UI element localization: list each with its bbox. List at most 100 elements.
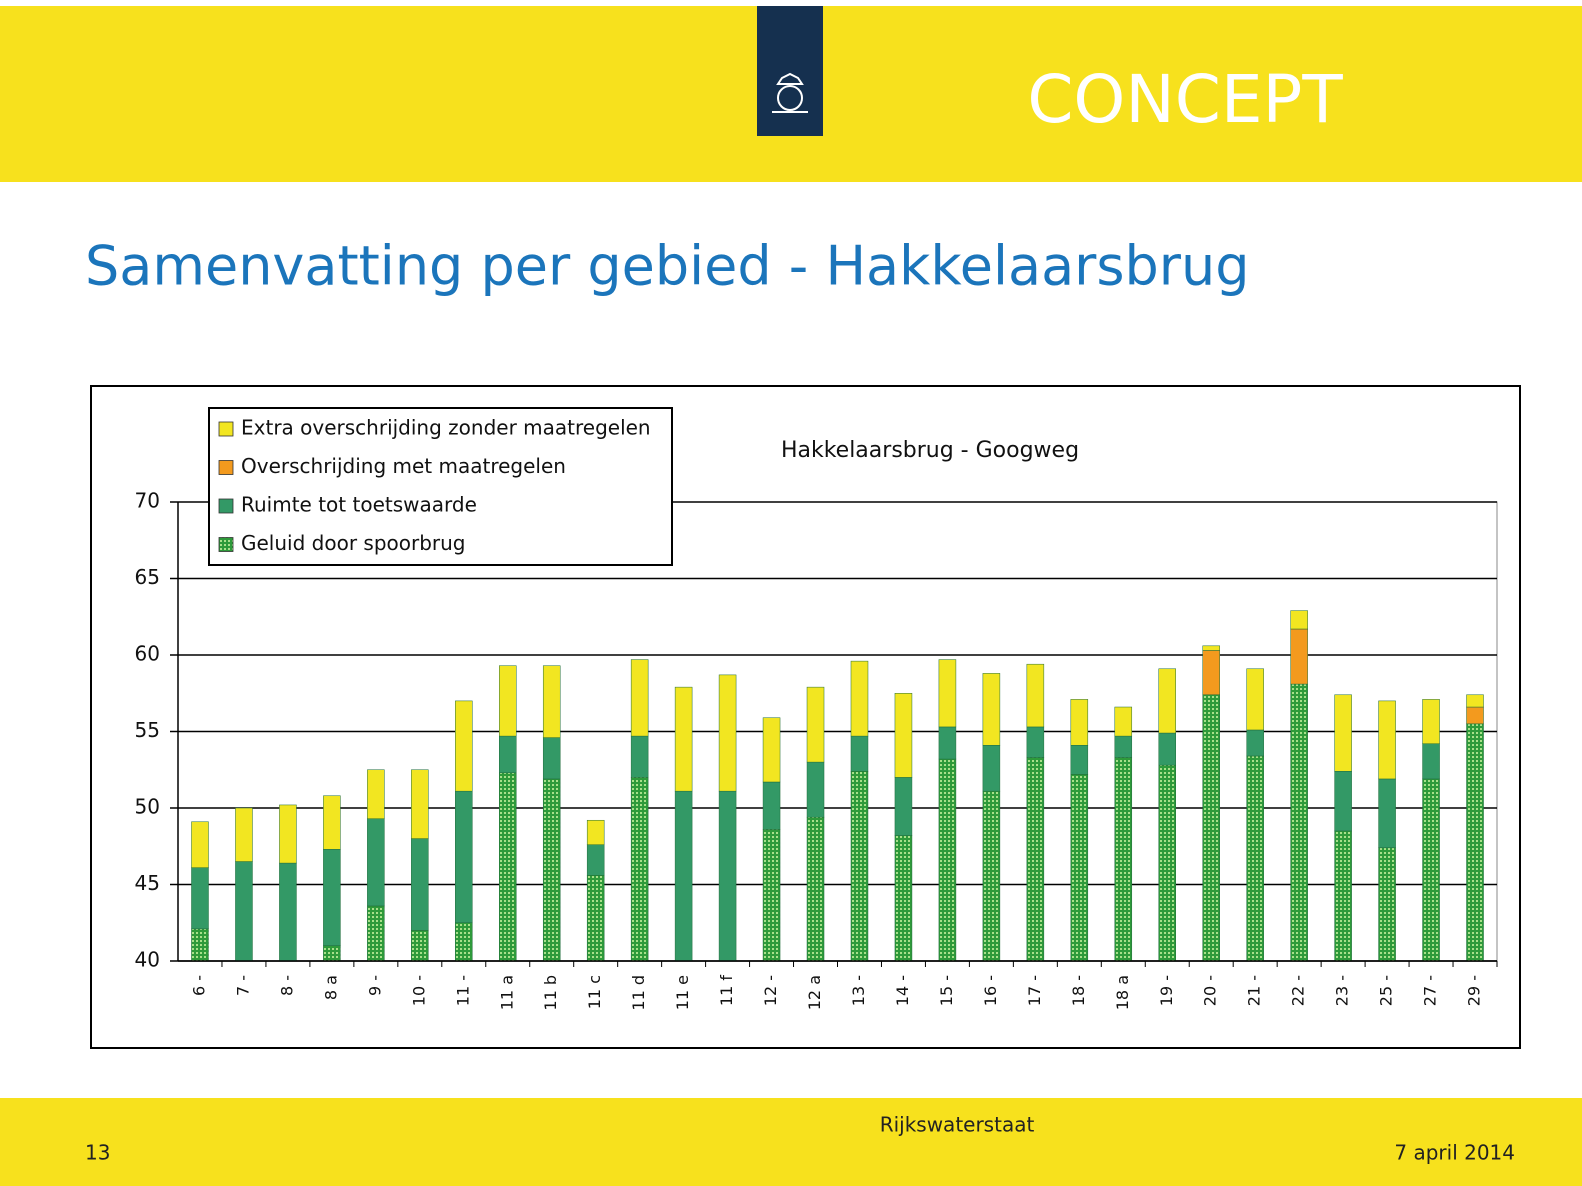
bar-segment bbox=[894, 835, 913, 962]
bar-segment bbox=[1466, 694, 1484, 708]
bar-segment bbox=[762, 781, 781, 830]
x-tick-label: 15 - bbox=[937, 975, 956, 1006]
bar-segment bbox=[850, 735, 869, 772]
bar-segment bbox=[1070, 774, 1089, 962]
bar-segment bbox=[938, 758, 957, 962]
bar-segment bbox=[630, 659, 649, 737]
x-tick-label: 8 - bbox=[277, 975, 296, 996]
bar-segment bbox=[542, 737, 561, 780]
x-tick-label: 11 a bbox=[497, 975, 516, 1010]
x-tick-label: 11 b bbox=[541, 975, 560, 1011]
legend-swatch bbox=[218, 498, 234, 514]
bar-segment bbox=[323, 849, 341, 946]
x-tick-label: 7 - bbox=[233, 975, 252, 996]
x-tick-label: 12 - bbox=[761, 975, 780, 1006]
bar-segment bbox=[674, 790, 693, 962]
x-tick-label: 11 c bbox=[585, 975, 604, 1009]
bar-segment bbox=[1202, 645, 1220, 651]
bar-segment bbox=[674, 686, 693, 792]
bar-segment bbox=[1466, 723, 1484, 962]
x-tick-label: 13 - bbox=[849, 975, 868, 1006]
x-tick-label: 18 a bbox=[1113, 975, 1132, 1010]
bar-segment bbox=[542, 665, 561, 738]
x-tick-label: 23 - bbox=[1333, 975, 1352, 1006]
bar-segment bbox=[1246, 668, 1264, 731]
legend-label: Overschrijding met maatregelen bbox=[241, 454, 566, 478]
x-tick-label: 11 f bbox=[717, 975, 736, 1006]
x-tick-label: 12 a bbox=[805, 975, 824, 1010]
legend-label: Ruimte tot toetswaarde bbox=[241, 493, 477, 517]
bar-segment bbox=[630, 777, 649, 962]
bar-segment bbox=[191, 928, 209, 962]
legend-label: Geluid door spoorbrug bbox=[241, 531, 466, 555]
bar-segment bbox=[586, 844, 605, 876]
y-tick-label: 55 bbox=[135, 718, 160, 742]
bar-segment bbox=[1246, 729, 1264, 757]
logo-block bbox=[757, 6, 823, 136]
bar-segment bbox=[850, 660, 869, 737]
bar-segment bbox=[1422, 743, 1440, 780]
x-tick-label: 10 - bbox=[409, 975, 428, 1006]
bar-segment bbox=[191, 821, 209, 868]
bar-segment bbox=[806, 761, 825, 818]
bar-segment bbox=[411, 838, 429, 931]
bar-segment bbox=[1290, 628, 1308, 685]
x-tick-label: 11 d bbox=[629, 975, 648, 1011]
bar-segment bbox=[938, 659, 957, 728]
bar-segment bbox=[1026, 663, 1045, 728]
bar-segment bbox=[367, 769, 385, 819]
x-tick-label: 16 - bbox=[981, 975, 1000, 1006]
y-tick-label: 45 bbox=[135, 871, 160, 895]
bar-segment bbox=[1202, 650, 1220, 696]
x-tick-label: 27 - bbox=[1421, 975, 1440, 1006]
bar-segment bbox=[279, 804, 297, 864]
bar-segment bbox=[718, 674, 737, 792]
x-tick-label: 8 a bbox=[321, 975, 340, 1000]
bar-segment bbox=[191, 867, 209, 930]
x-tick-label: 11 - bbox=[453, 975, 472, 1006]
bar-segment bbox=[586, 819, 605, 845]
bar-segment bbox=[718, 790, 737, 962]
bar-segment bbox=[850, 771, 869, 962]
x-tick-label: 11 e bbox=[673, 975, 692, 1010]
y-tick-label: 50 bbox=[135, 795, 160, 819]
footer-page: 13 bbox=[85, 1141, 110, 1165]
logo-emblem bbox=[772, 72, 808, 113]
bar-segment bbox=[982, 673, 1001, 746]
bar-segment bbox=[1378, 700, 1396, 780]
bar-segment bbox=[1378, 847, 1396, 962]
bar-segment bbox=[1290, 683, 1308, 962]
bar-segment bbox=[1422, 699, 1440, 744]
x-tick-label: 18 - bbox=[1069, 975, 1088, 1006]
bar-segment bbox=[762, 829, 781, 962]
x-tick-label: 22 - bbox=[1289, 975, 1308, 1006]
bar-segment bbox=[323, 795, 341, 850]
bar-segment bbox=[1070, 745, 1089, 775]
bar-segment bbox=[411, 769, 429, 839]
footer-date: 7 april 2014 bbox=[1394, 1141, 1515, 1165]
x-tick-label: 14 - bbox=[893, 975, 912, 1006]
bar-segment bbox=[455, 922, 473, 962]
legend-swatch bbox=[218, 460, 234, 475]
bar-segment bbox=[630, 735, 649, 778]
bar-segment bbox=[1334, 771, 1352, 832]
bar-segment bbox=[499, 665, 517, 737]
slide-title: Samenvatting per gebied - Hakkelaarsbrug bbox=[85, 235, 1249, 298]
bar-segment bbox=[894, 693, 913, 778]
bar-segment bbox=[411, 930, 429, 962]
chart-title: Hakkelaarsbrug - Googweg bbox=[781, 438, 1079, 463]
bar-segment bbox=[1158, 732, 1176, 766]
bar-segment bbox=[367, 905, 385, 962]
legend-swatch bbox=[218, 537, 234, 552]
y-tick-label: 65 bbox=[135, 565, 160, 589]
concept-label: CONCEPT bbox=[1027, 61, 1343, 138]
legend-box bbox=[208, 407, 673, 566]
bar-segment bbox=[1466, 706, 1484, 725]
bar-segment bbox=[1070, 699, 1089, 746]
legend-label: Extra overschrijding zonder maatregelen bbox=[241, 416, 651, 440]
bar-segment bbox=[455, 700, 473, 792]
bar-segment bbox=[938, 726, 957, 760]
legend-swatch bbox=[218, 421, 234, 437]
